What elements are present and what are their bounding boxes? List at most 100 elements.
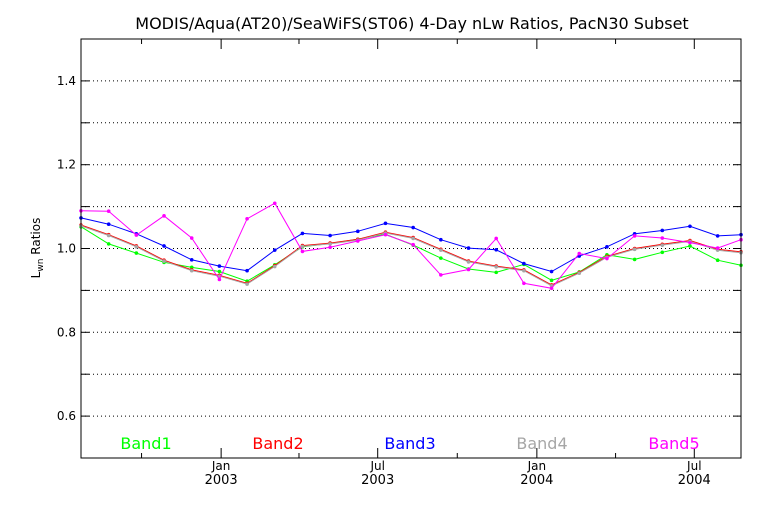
series-line-band2 [80, 224, 742, 286]
data-point-band4 [494, 265, 499, 269]
data-point-band4 [439, 248, 443, 252]
x-tick-label-month: Jul [369, 459, 384, 473]
data-point-band1 [189, 265, 194, 270]
chart-title: MODIS/Aqua(AT20)/SeaWiFS(ST06) 4-Day nLw… [135, 14, 688, 33]
data-point-band5 [605, 256, 609, 261]
data-point-band3 [688, 224, 692, 229]
data-point-band5 [466, 267, 471, 272]
data-point-band5 [688, 240, 692, 245]
data-point-band5 [522, 281, 526, 286]
x-tick-label-month: Jul [686, 459, 701, 473]
data-point-band3 [494, 247, 499, 252]
data-point-band3 [328, 233, 332, 238]
y-axis-label-rest: Ratios [29, 218, 43, 259]
plot-frame [80, 38, 742, 459]
data-point-band5 [356, 239, 360, 243]
data-point-band3 [383, 221, 388, 226]
data-point-band3 [466, 246, 471, 250]
data-point-band3 [356, 229, 360, 234]
y-tick-label: 1.2 [57, 158, 76, 172]
legend-entry-band5: Band5 [648, 434, 699, 453]
data-point-band4 [162, 259, 166, 263]
legend-entry-band3: Band3 [384, 434, 435, 453]
data-point-band3 [411, 225, 415, 230]
data-point-band5 [549, 286, 554, 291]
y-axis-label: Lwn Ratios [29, 218, 46, 279]
y-tick-label: 1.0 [57, 242, 76, 256]
data-point-band4 [106, 233, 111, 238]
data-point-band4 [411, 236, 415, 241]
data-point-band3 [300, 231, 305, 236]
data-point-band3 [549, 269, 554, 274]
data-point-band1 [715, 258, 720, 263]
x-tick-label-year: 2004 [520, 473, 553, 488]
data-point-band4 [660, 243, 665, 247]
data-point-band5 [494, 236, 499, 241]
data-point-band5 [162, 214, 166, 218]
data-point-band5 [411, 242, 415, 247]
data-point-band5 [217, 277, 222, 282]
data-point-band1 [660, 250, 665, 255]
data-point-band1 [688, 244, 692, 248]
data-point-band1 [439, 256, 443, 260]
data-point-band1 [217, 269, 222, 274]
legend-entry-band1: Band1 [120, 434, 171, 453]
data-point-band5 [328, 245, 332, 250]
data-point-band1 [494, 270, 499, 275]
data-point-band3 [715, 234, 720, 238]
axis-ticks: 0.60.81.01.21.4Jan2003Jul2003Jan2004Jul2… [57, 39, 741, 488]
x-tick-label-year: 2003 [361, 473, 394, 488]
series-lines [79, 201, 743, 291]
data-point-band4 [300, 244, 305, 249]
y-axis-label-main: L [29, 271, 43, 278]
series-line-band4 [80, 225, 742, 287]
data-point-band5 [715, 246, 720, 250]
data-point-band5 [106, 209, 111, 214]
data-point-band3 [439, 237, 443, 242]
data-point-band4 [522, 268, 526, 273]
data-point-band3 [106, 222, 111, 226]
series-line-band5 [80, 202, 742, 289]
data-point-band5 [134, 233, 139, 237]
data-point-band4 [466, 260, 471, 264]
data-point-band1 [134, 251, 139, 255]
data-point-band5 [300, 249, 305, 254]
data-point-band4 [272, 264, 277, 269]
data-point-band4 [134, 245, 139, 249]
data-point-band4 [189, 268, 194, 273]
data-point-band1 [549, 278, 554, 283]
x-tick-label-month: Jan [211, 459, 231, 473]
y-tick-label: 1.4 [57, 74, 76, 88]
y-tick-label: 0.8 [57, 325, 76, 339]
data-point-band4 [245, 282, 249, 286]
data-point-band3 [272, 248, 277, 252]
data-point-band5 [660, 236, 665, 240]
data-point-band5 [632, 234, 637, 238]
data-point-band1 [632, 257, 637, 262]
x-tick-label-year: 2003 [205, 473, 238, 488]
data-point-band1 [106, 242, 111, 246]
y-tick-label: 0.6 [57, 409, 76, 423]
data-point-band3 [189, 258, 194, 262]
data-point-band5 [272, 201, 277, 206]
legend: Band1 Band2 Band3 Band4 Band5 [120, 434, 699, 453]
data-point-band3 [245, 268, 249, 273]
data-point-band3 [660, 228, 665, 233]
data-point-band3 [605, 245, 609, 249]
data-point-band5 [189, 236, 194, 240]
data-point-band3 [522, 261, 526, 266]
data-point-band5 [245, 216, 249, 221]
legend-entry-band4: Band4 [516, 434, 567, 453]
data-point-band4 [632, 247, 637, 252]
data-point-band3 [217, 264, 222, 268]
legend-entry-band2: Band2 [252, 434, 303, 453]
x-tick-label-year: 2004 [678, 473, 711, 488]
data-point-band4 [328, 242, 332, 246]
data-point-band3 [162, 244, 166, 248]
data-point-band5 [383, 232, 388, 237]
data-point-band5 [577, 251, 582, 256]
data-point-band4 [577, 271, 582, 276]
x-tick-label-month: Jan [527, 459, 547, 473]
data-point-band5 [439, 273, 443, 277]
